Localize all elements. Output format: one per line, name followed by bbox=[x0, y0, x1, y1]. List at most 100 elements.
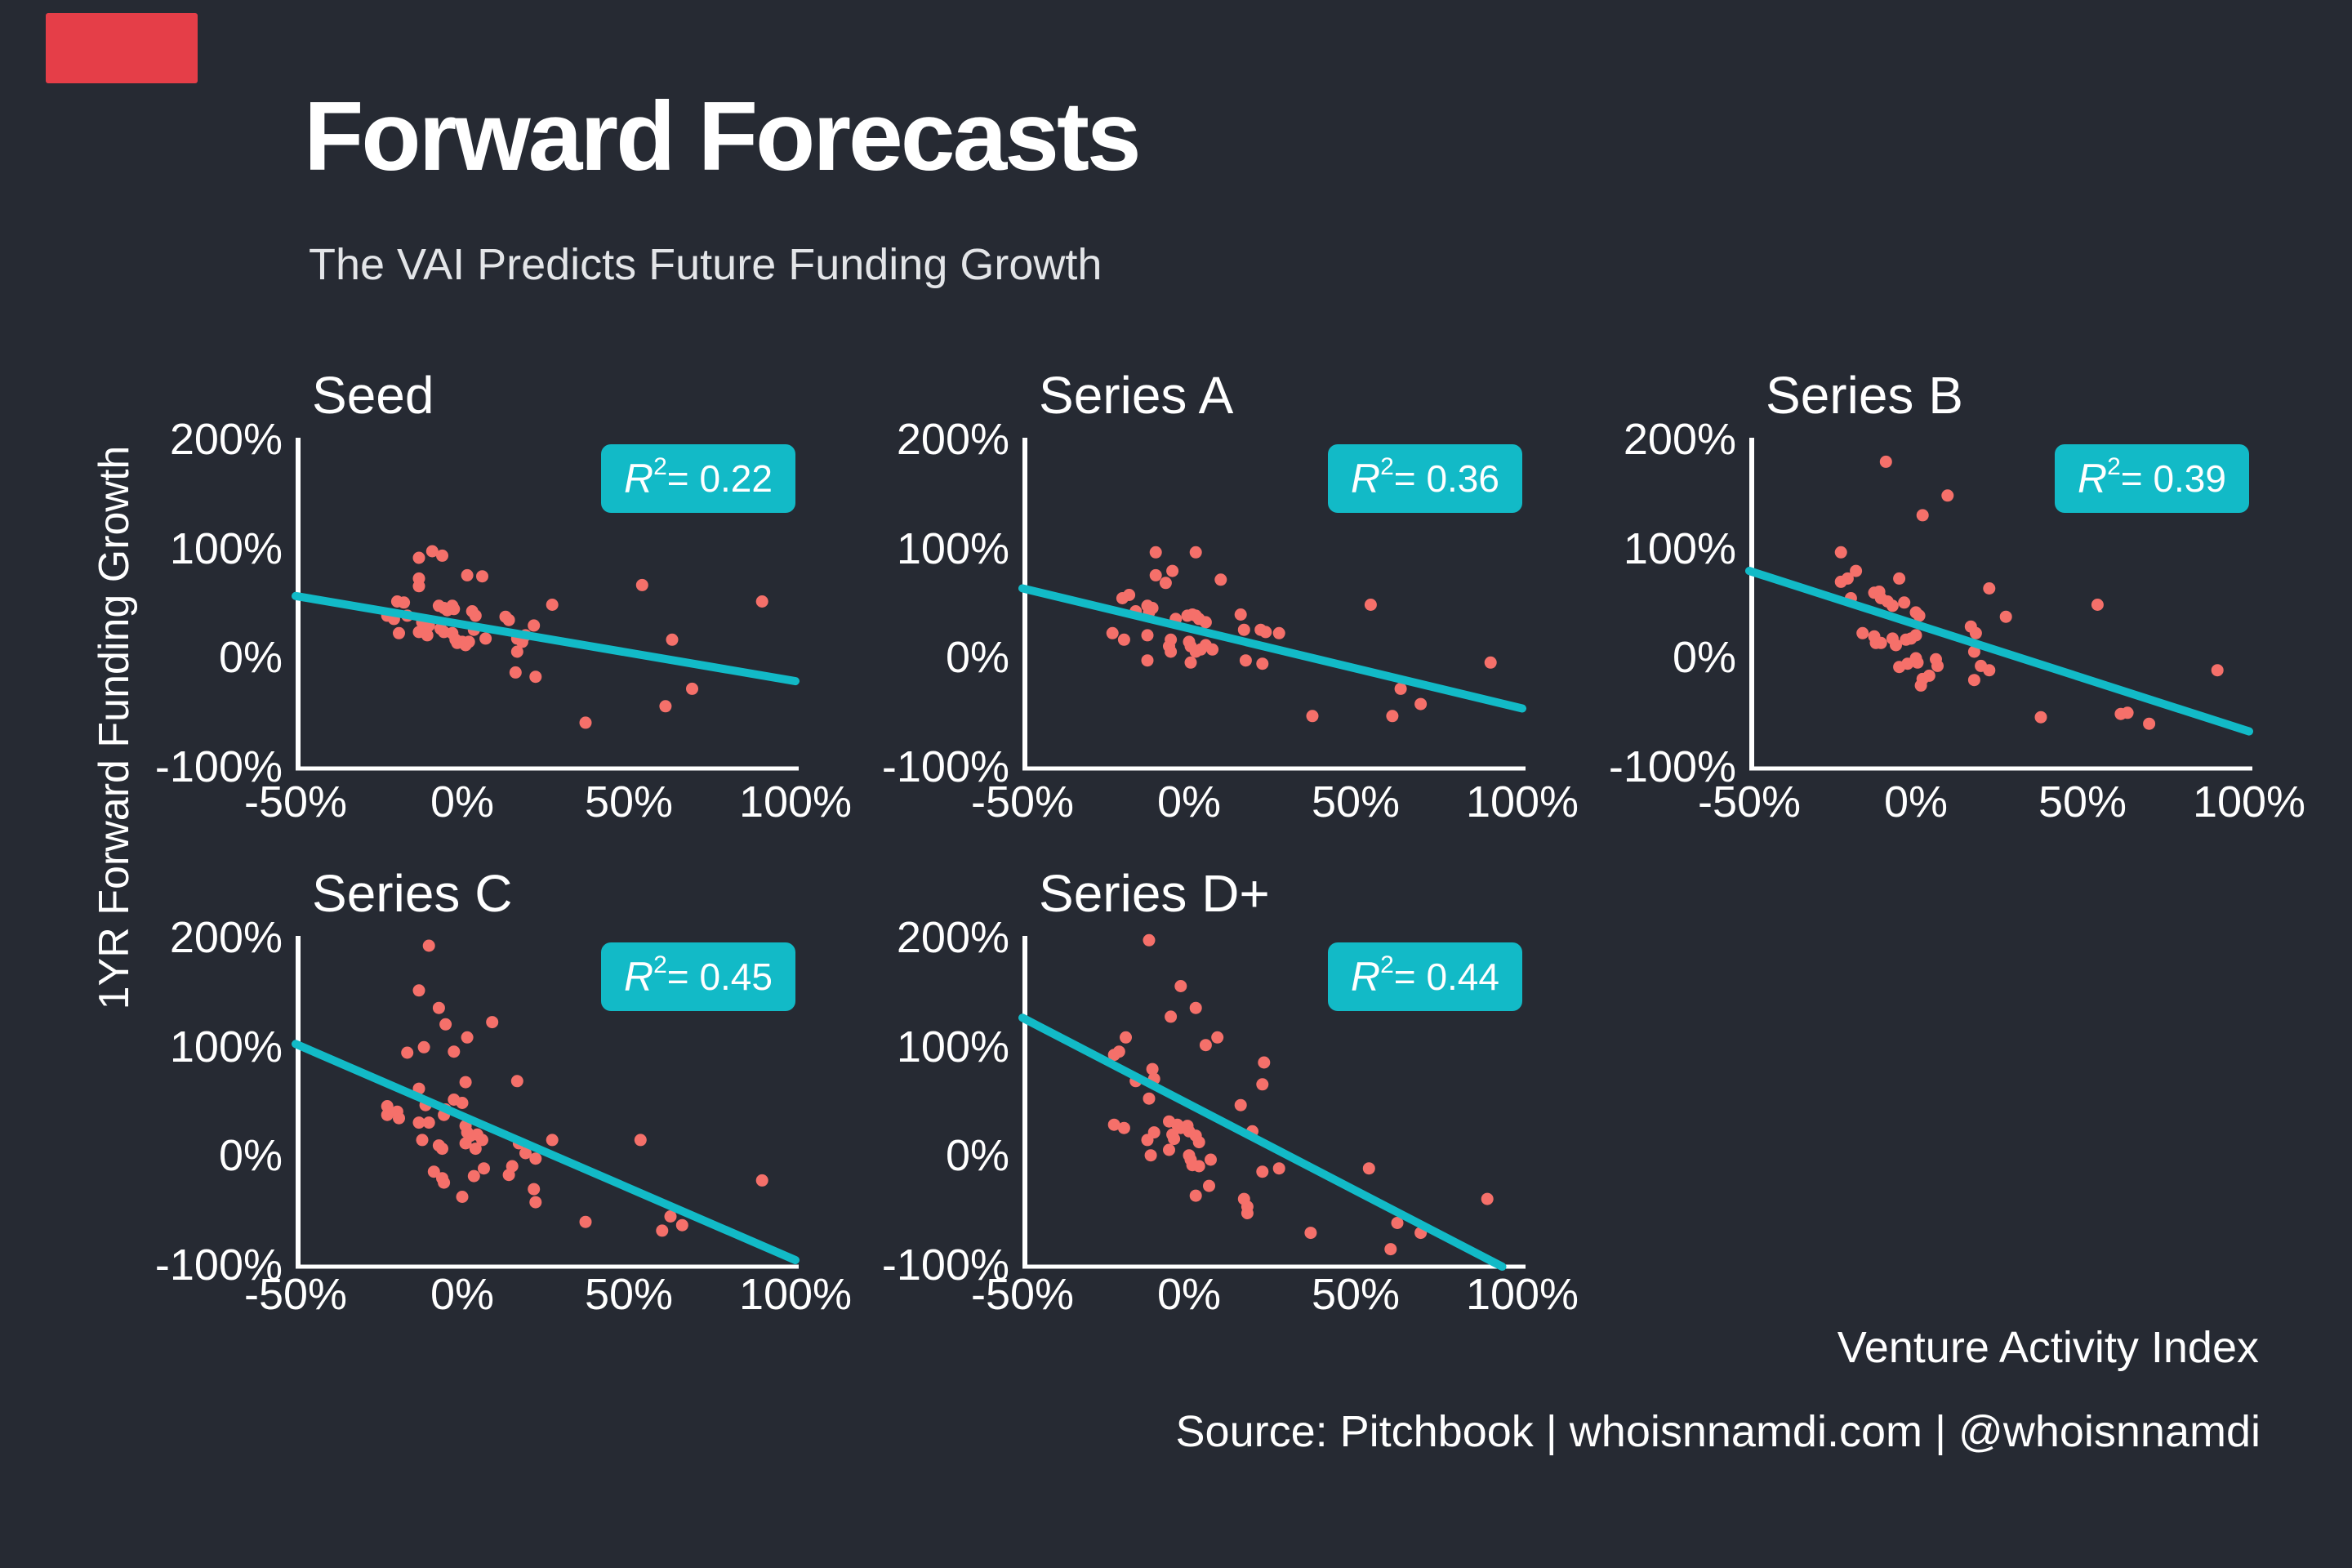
scatter-point bbox=[467, 1169, 480, 1183]
scatter-point bbox=[546, 1134, 559, 1147]
scatter-point bbox=[686, 682, 698, 695]
scatter-point bbox=[422, 1116, 435, 1129]
scatter-point bbox=[1141, 654, 1154, 667]
panel-title: Series C bbox=[312, 864, 513, 923]
scatter-point bbox=[635, 578, 648, 591]
accent-block bbox=[46, 13, 198, 83]
scatter-point bbox=[393, 626, 405, 639]
scatter-point bbox=[1256, 1078, 1269, 1091]
scatter-point bbox=[1850, 564, 1863, 577]
y-tick-label: 0% bbox=[218, 1131, 283, 1181]
scatter-point bbox=[1384, 1243, 1397, 1256]
scatter-point bbox=[1189, 546, 1202, 559]
scatter-point bbox=[664, 1210, 677, 1223]
scatter-point bbox=[509, 666, 522, 679]
scatter-point bbox=[1893, 572, 1906, 585]
scatter-point bbox=[412, 1116, 425, 1129]
scatter-point bbox=[462, 635, 475, 648]
y-tick-label: 200% bbox=[1623, 415, 1736, 464]
scatter-point bbox=[425, 545, 439, 558]
scatter-point bbox=[1272, 1162, 1285, 1175]
r2-symbol: R bbox=[1351, 954, 1381, 1000]
scatter-point bbox=[1117, 633, 1130, 646]
scatter-point bbox=[1999, 610, 2012, 623]
x-axis-caption: Venture Activity Index bbox=[1837, 1323, 2259, 1372]
scatter-point bbox=[1834, 546, 1847, 559]
scatter-point bbox=[1143, 1092, 1156, 1105]
scatter-point bbox=[1117, 1121, 1130, 1134]
scatter-point bbox=[422, 939, 435, 952]
scatter-point bbox=[1206, 643, 1219, 656]
scatter-point bbox=[1922, 669, 1936, 682]
scatter-point bbox=[529, 1196, 542, 1209]
scatter-point bbox=[529, 670, 542, 684]
x-tick-label: -50% bbox=[970, 777, 1075, 826]
scatter-point bbox=[461, 1031, 474, 1044]
r2-symbol: R bbox=[624, 954, 654, 1000]
scatter-point bbox=[1159, 577, 1172, 590]
y-tick-label: 200% bbox=[896, 913, 1009, 962]
x-tick-label: 0% bbox=[1883, 777, 1949, 826]
x-tick-label: 0% bbox=[1156, 777, 1222, 826]
scatter-point bbox=[1386, 710, 1399, 723]
y-tick-label: -100% bbox=[154, 742, 283, 791]
scatter-point bbox=[1414, 697, 1428, 710]
scatter-point bbox=[1304, 1227, 1317, 1240]
scatter-point bbox=[2211, 664, 2224, 677]
scatter-point bbox=[510, 645, 523, 658]
scatter-point bbox=[1898, 596, 1911, 609]
scatter-point bbox=[1106, 626, 1119, 639]
x-tick-label: 0% bbox=[430, 777, 495, 826]
y-tick-label: 0% bbox=[945, 633, 1009, 683]
scatter-point bbox=[1149, 568, 1162, 581]
source-credit: Source: Pitchbook | whoisnnamdi.com | @w… bbox=[1175, 1407, 2261, 1456]
scatter-point bbox=[1909, 629, 1922, 642]
scatter-point bbox=[476, 570, 488, 583]
scatter-point bbox=[1199, 1039, 1212, 1052]
scatter-point bbox=[1199, 616, 1212, 629]
scatter-point bbox=[436, 1143, 448, 1156]
scatter-point bbox=[1931, 659, 1944, 672]
scatter-point bbox=[634, 1134, 647, 1147]
x-tick-label: -50% bbox=[243, 1270, 348, 1319]
scatter-point bbox=[1141, 1134, 1154, 1147]
scatter-point bbox=[456, 1191, 469, 1203]
scatter-point bbox=[1146, 602, 1159, 614]
scatter-point bbox=[1192, 1136, 1205, 1149]
scatter-point bbox=[546, 599, 559, 611]
y-tick-label: 0% bbox=[1672, 633, 1736, 683]
scatter-point bbox=[401, 1046, 414, 1059]
scatter-point bbox=[1890, 639, 1902, 652]
trend-line bbox=[1018, 1013, 1507, 1271]
scatter-point bbox=[1234, 608, 1247, 621]
scatter-point bbox=[1203, 1179, 1215, 1192]
scatter-point bbox=[1166, 564, 1179, 577]
scatter-point bbox=[755, 595, 768, 608]
scatter-point bbox=[1911, 656, 1924, 669]
x-tick-label: 0% bbox=[430, 1270, 495, 1319]
y-tick-label: 200% bbox=[169, 913, 283, 962]
scatter-point bbox=[1184, 656, 1197, 669]
scatter-point bbox=[1189, 1189, 1202, 1202]
scatter-point bbox=[2091, 599, 2104, 611]
scatter-point bbox=[1256, 657, 1269, 670]
x-tick-label: 50% bbox=[1311, 1270, 1401, 1319]
y-tick-label: -100% bbox=[881, 1241, 1009, 1290]
scatter-point bbox=[1879, 455, 1892, 468]
scatter-point bbox=[1259, 626, 1272, 639]
scatter-point bbox=[412, 580, 425, 593]
scatter-point bbox=[1174, 980, 1187, 992]
scatter-point bbox=[1394, 682, 1407, 695]
x-tick-label: 50% bbox=[1311, 777, 1401, 826]
scatter-point bbox=[1163, 1143, 1175, 1156]
panel-title: Series D+ bbox=[1039, 864, 1270, 923]
scatter-point bbox=[659, 700, 672, 713]
scatter-point bbox=[1168, 1133, 1181, 1146]
scatter-point bbox=[1120, 1031, 1132, 1044]
scatter-point bbox=[1123, 589, 1136, 601]
y-tick-label: -100% bbox=[154, 1241, 283, 1290]
scatter-point bbox=[656, 1224, 669, 1237]
x-tick-label: 100% bbox=[2192, 777, 2306, 826]
scatter-point bbox=[469, 1143, 482, 1156]
